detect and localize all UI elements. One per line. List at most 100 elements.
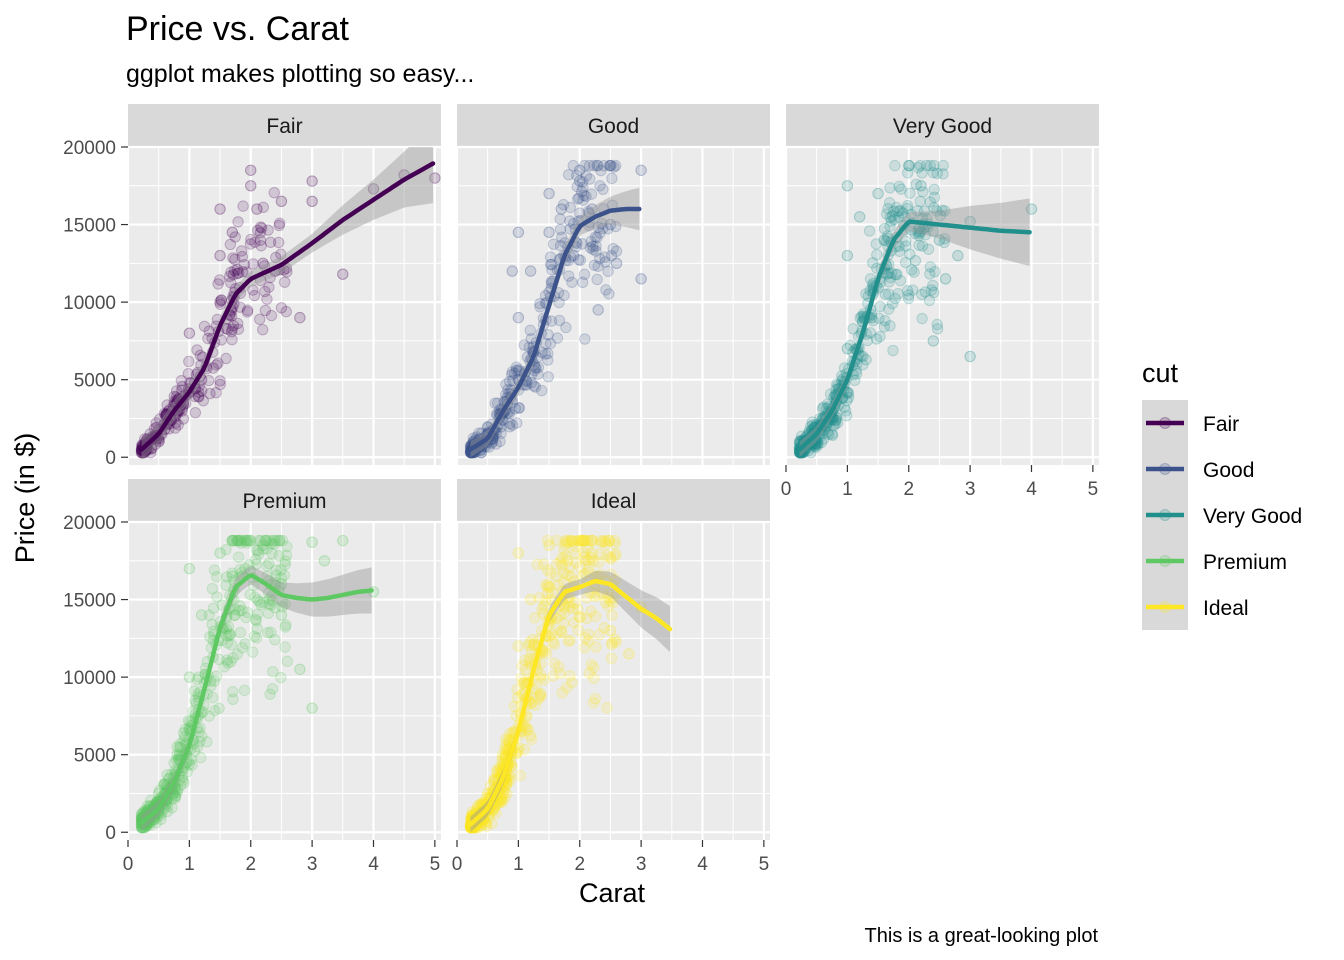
data-point [214,375,226,387]
data-point [889,159,901,172]
data-point [174,741,187,754]
data-point [542,579,554,591]
data-point [275,671,287,684]
data-point [207,691,219,704]
data-point [806,419,819,431]
data-point [901,285,914,297]
data-point [610,245,623,257]
data-point [153,435,165,448]
chart-title: Price vs. Carat [126,10,349,48]
data-point [587,555,599,567]
data-point [183,327,196,339]
data-point [900,240,912,252]
data-point [210,670,223,682]
data-point [838,401,851,414]
data-point [182,367,195,380]
data-point [499,743,511,755]
x-tick-label: 3 [636,854,647,875]
data-point [183,355,195,368]
data-point [563,270,575,282]
data-point [567,217,580,230]
data-point [225,266,237,278]
data-point [898,210,911,223]
data-point [170,391,183,403]
x-tick-label: 4 [1026,479,1037,500]
x-tick-label: 2 [574,854,585,875]
data-point [542,354,554,366]
data-point [238,534,251,547]
data-point [578,189,590,202]
data-point [551,534,563,547]
data-point [154,413,166,425]
data-point [579,554,592,567]
data-point [583,635,595,647]
data-point [475,446,487,459]
data-point [212,278,224,290]
data-point [306,702,318,714]
data-point [266,590,278,602]
data-point [886,297,899,310]
data-point [803,425,815,438]
data-point [227,252,239,264]
data-point [609,550,621,562]
data-point [280,305,292,318]
data-point [568,575,580,587]
data-point [857,358,869,371]
data-point [234,301,246,313]
data-point [224,270,236,283]
data-point [543,539,555,551]
data-point [602,591,614,604]
data-point [609,538,621,550]
data-point [174,738,187,750]
data-point [572,603,584,615]
data-point [541,534,554,547]
data-point [543,226,555,239]
data-point [525,376,538,389]
data-point [144,446,157,459]
data-point [600,284,612,296]
data-point [483,811,495,824]
data-point [893,211,905,223]
y-tick-label: 10000 [63,293,116,314]
data-point [913,229,925,242]
data-point [562,635,575,647]
data-point [475,797,488,809]
data-point [811,437,823,449]
data-point [189,406,202,419]
data-point [554,555,567,568]
data-point [510,364,523,376]
data-point [218,661,230,673]
data-point [588,672,600,684]
data-point [306,175,318,187]
data-point [577,194,589,206]
data-point [241,306,254,318]
legend-entry-good: Good [1142,446,1254,492]
data-point [608,591,620,603]
data-point [496,796,508,809]
data-point [495,427,507,440]
data-point [886,267,898,279]
data-point [268,186,280,199]
data-point [208,564,221,576]
data-point [476,798,488,810]
data-point [249,236,261,248]
data-point [225,639,238,651]
data-point [529,699,542,711]
data-point [249,553,262,566]
data-point [556,626,568,639]
data-point [183,758,196,770]
data-point [591,589,604,601]
data-point [231,534,244,547]
data-point [273,217,286,230]
smooth-line-good [468,206,642,452]
chart-subtitle: ggplot makes plotting so easy... [126,60,474,88]
data-point [212,357,224,369]
data-point [887,344,899,357]
data-point [252,594,264,606]
data-point [245,180,257,192]
data-point [253,313,266,326]
data-point [857,350,869,362]
data-point [204,387,216,400]
data-point [928,159,940,172]
